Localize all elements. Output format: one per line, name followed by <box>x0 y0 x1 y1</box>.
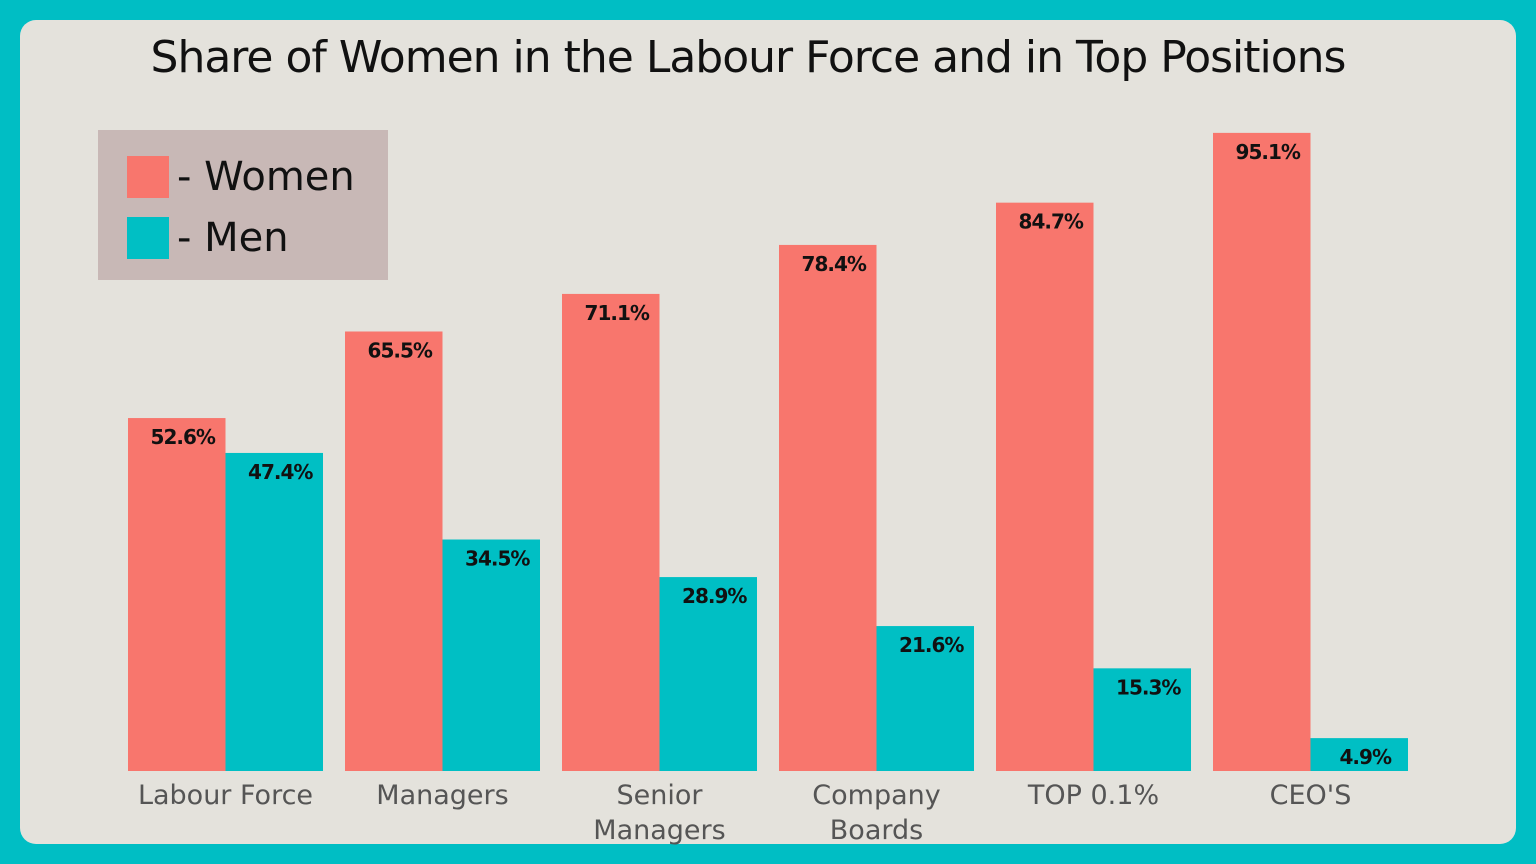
legend-swatch-women <box>127 156 169 198</box>
value-label-women-3: 78.4% <box>802 252 867 276</box>
x-tick-label-0: Labour Force <box>138 780 313 811</box>
x-tick-label-1: Managers <box>376 780 508 811</box>
legend: - Women - Men <box>98 130 388 280</box>
legend-item-men: - Men <box>127 215 289 261</box>
legend-item-women: - Women <box>127 154 355 200</box>
value-label-women-4: 84.7% <box>1019 210 1084 234</box>
bar-women-2 <box>562 293 660 771</box>
value-label-women-0: 52.6% <box>151 425 216 449</box>
value-label-men-5: 4.9% <box>1340 745 1392 769</box>
value-label-men-3: 21.6% <box>899 633 964 657</box>
x-tick-label-5: CEO'S <box>1270 780 1352 811</box>
legend-swatch-men <box>127 217 169 259</box>
bar-women-0 <box>128 418 226 771</box>
legend-label-men: - Men <box>177 215 289 261</box>
bar-men-1 <box>442 539 540 771</box>
x-tick-label-3: Company Boards <box>812 780 940 846</box>
x-tick-label-4: TOP 0.1% <box>1027 780 1159 811</box>
bar-women-4 <box>996 202 1094 772</box>
value-label-women-2: 71.1% <box>585 301 650 325</box>
bar-men-2 <box>659 577 757 771</box>
value-label-men-2: 28.9% <box>682 584 747 608</box>
bars-group <box>128 132 1408 772</box>
x-tick-label-2: Senior Managers <box>593 780 725 846</box>
bar-men-3 <box>876 626 974 771</box>
value-labels-group: 52.6% 47.4% 65.5% 34.5% 71.1% 28.9% 78.4% 21.6%… <box>151 140 1393 769</box>
bar-women-1 <box>345 331 443 771</box>
chart-title: Share of Women in the Labour Force and i… <box>150 32 1347 83</box>
bar-men-0 <box>225 452 323 771</box>
value-label-men-4: 15.3% <box>1116 675 1181 699</box>
bar-women-3 <box>779 244 877 771</box>
legend-label-women: - Women <box>177 154 355 200</box>
value-label-men-1: 34.5% <box>465 547 530 571</box>
value-label-men-0: 47.4% <box>248 460 313 484</box>
value-label-women-1: 65.5% <box>368 338 433 362</box>
x-tick-labels-group: Labour Force Managers Senior Managers Compan… <box>138 780 1351 846</box>
bar-women-5 <box>1213 132 1311 771</box>
value-label-women-5: 95.1% <box>1236 140 1301 164</box>
bar-men-5 <box>1310 738 1408 771</box>
bar-men-4 <box>1093 668 1191 771</box>
